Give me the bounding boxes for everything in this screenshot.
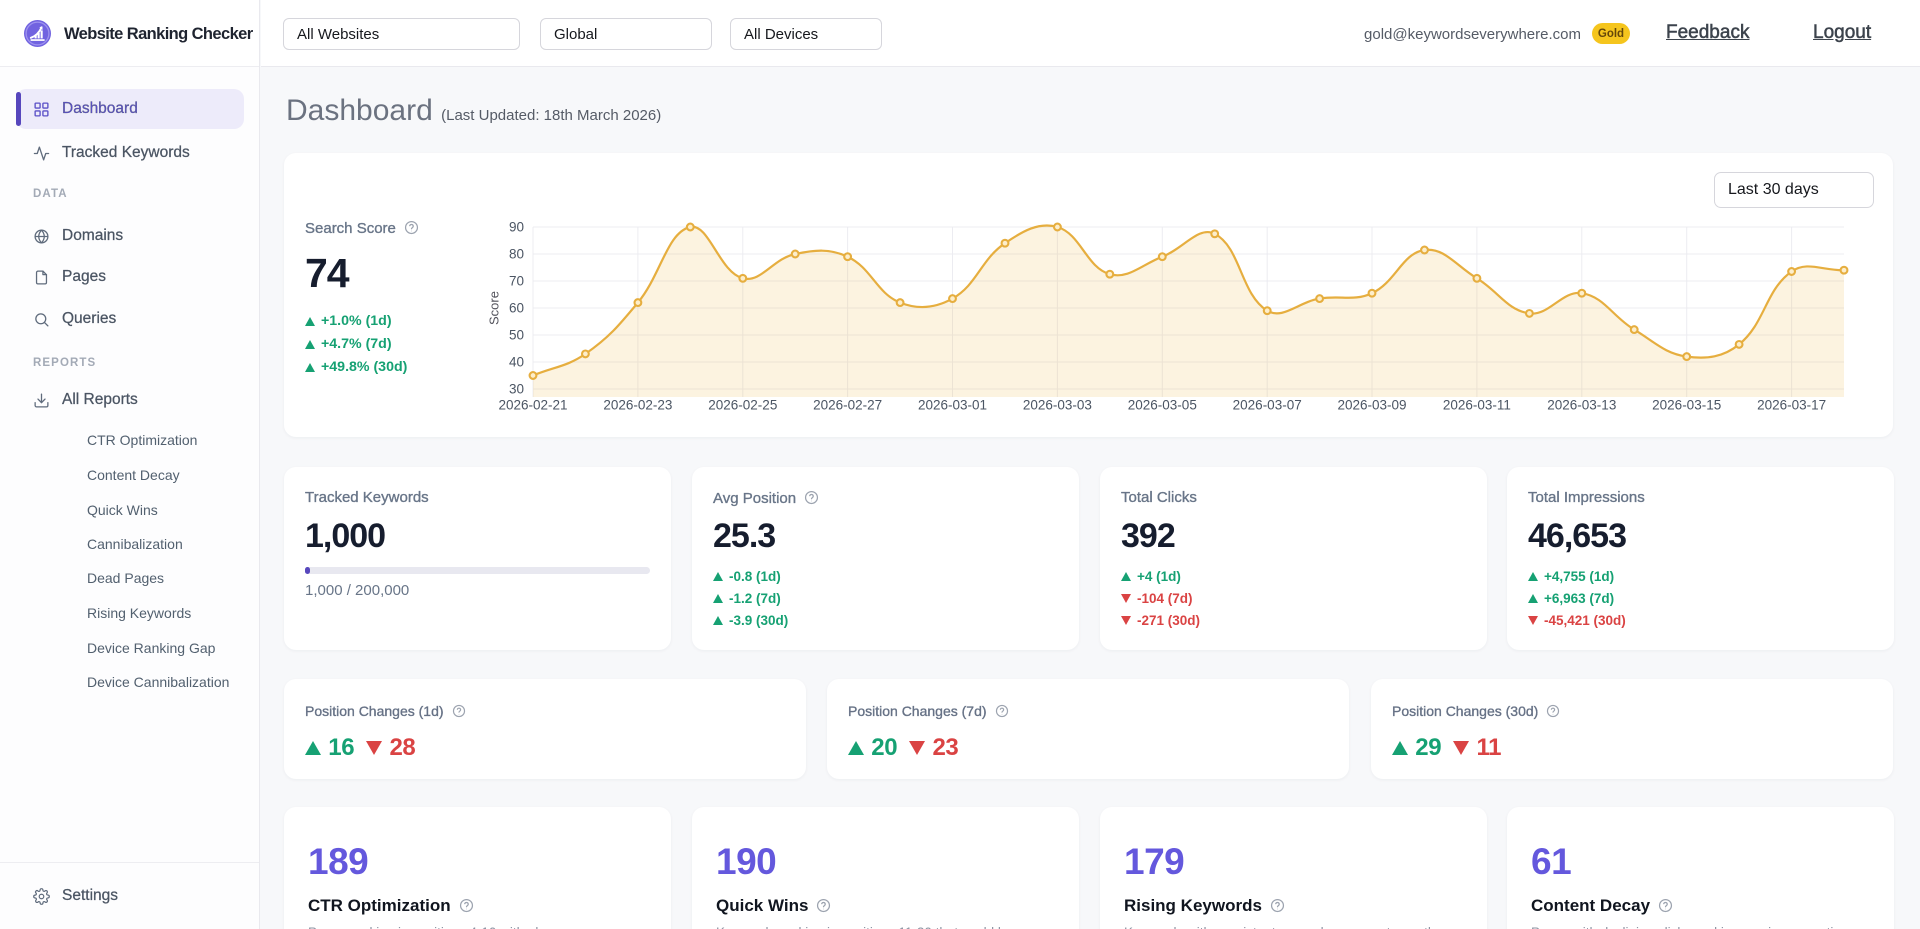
svg-text:Score: Score	[487, 291, 502, 325]
svg-text:2026-03-11: 2026-03-11	[1443, 398, 1511, 413]
svg-text:2026-03-17: 2026-03-17	[1757, 398, 1826, 413]
svg-text:50: 50	[509, 328, 524, 343]
svg-text:2026-03-03: 2026-03-03	[1023, 398, 1092, 413]
svg-text:2026-03-07: 2026-03-07	[1233, 398, 1302, 413]
svg-text:90: 90	[509, 220, 524, 235]
svg-text:2026-02-21: 2026-02-21	[498, 398, 567, 413]
svg-text:2026-03-05: 2026-03-05	[1128, 398, 1197, 413]
svg-text:80: 80	[509, 247, 524, 262]
svg-text:2026-03-15: 2026-03-15	[1652, 398, 1721, 413]
svg-text:2026-02-25: 2026-02-25	[708, 398, 777, 413]
svg-text:2026-02-27: 2026-02-27	[813, 398, 882, 413]
svg-text:60: 60	[509, 301, 524, 316]
svg-text:40: 40	[509, 355, 524, 370]
svg-text:2026-03-13: 2026-03-13	[1547, 398, 1616, 413]
svg-text:70: 70	[509, 274, 524, 289]
svg-text:2026-03-09: 2026-03-09	[1337, 398, 1406, 413]
svg-text:30: 30	[509, 382, 524, 397]
svg-text:2026-03-01: 2026-03-01	[918, 398, 987, 413]
svg-text:2026-02-23: 2026-02-23	[603, 398, 672, 413]
